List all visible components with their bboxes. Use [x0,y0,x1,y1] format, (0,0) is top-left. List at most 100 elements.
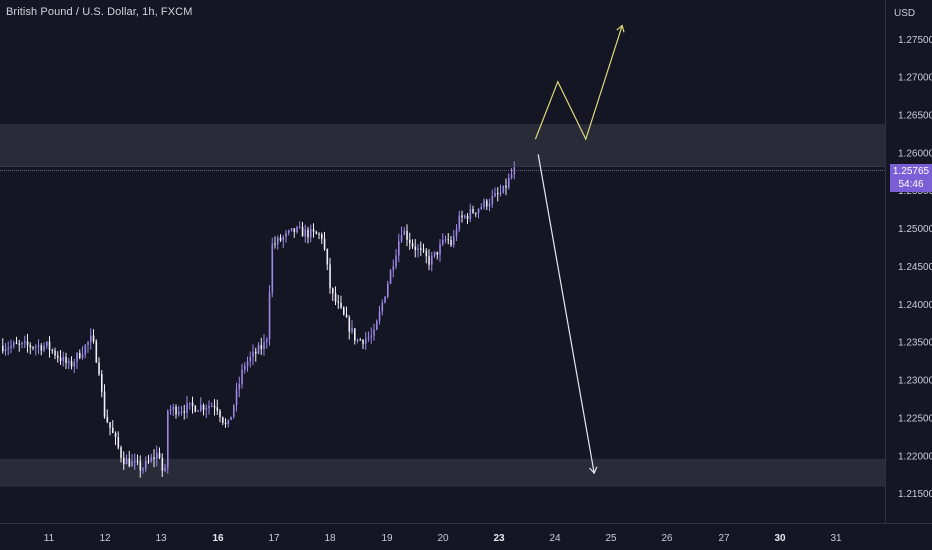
candle-body [398,241,400,256]
candle-body [271,243,274,293]
y-tick-label: 1.27000 [898,73,932,84]
candle-body [257,345,260,354]
candle-body [315,231,318,234]
candle-body [288,230,290,233]
candle-body [299,227,301,229]
candle-body [54,350,56,356]
candle-body [70,361,73,367]
candle-body [90,335,92,343]
candle-body [84,345,87,355]
candle-body [510,174,513,178]
candle-body [131,461,133,467]
candle-body [233,405,235,417]
candle-body [508,177,510,188]
candle-body [216,407,219,411]
candle-body [46,341,48,346]
candle-body [24,341,26,343]
candle-body [389,270,392,284]
bearish-arrowhead [589,466,598,475]
candle-body [431,255,433,265]
currency-label: USD [894,8,915,19]
y-tick-label: 1.24500 [898,262,932,273]
y-tick-label: 1.22000 [898,451,932,462]
candle-body [425,250,428,257]
candle-body [164,468,166,471]
candle-body [103,391,106,417]
candle-body [447,239,450,241]
candle-body [277,237,279,244]
candle-body [197,410,199,412]
candle-body [81,354,84,358]
candle-body [128,458,131,467]
x-tick-label: 30 [774,533,786,544]
candle-body [332,288,334,294]
candle-body [400,234,403,242]
y-tick-label: 1.26000 [898,148,932,159]
x-tick-label: 16 [212,533,224,544]
candle-body [189,402,191,404]
candle-body [200,405,202,411]
candle-body [194,406,197,412]
candle-body [112,427,114,433]
y-tick-label: 1.24000 [898,300,932,311]
candle-body [139,461,142,471]
candle-body [109,422,111,428]
bullish-arrowhead [616,24,625,33]
candle-body [279,237,282,241]
candle-body [469,209,472,219]
candle-body [13,342,15,346]
candle-body [183,411,186,413]
x-tick-label: 19 [381,533,393,544]
y-tick-label: 1.23000 [898,376,932,387]
candle-body [205,408,208,410]
x-tick-label: 25 [605,533,617,544]
candle-body [480,206,483,210]
candle-body [365,338,367,344]
candle-body [268,292,271,340]
candle-body [285,232,287,238]
candle-body [293,228,296,233]
candle-body [219,410,221,418]
candle-body [406,230,408,240]
candle-body [334,293,337,302]
candle-body [43,345,45,351]
x-tick-label: 23 [493,533,505,544]
y-tick-label: 1.22500 [898,413,932,424]
candle-body [213,405,216,408]
candle-body [238,383,241,390]
candle-body [502,185,505,193]
candle-body [191,402,194,407]
candle-body [378,311,381,321]
candle-body [323,238,326,249]
candle-body [147,461,150,463]
candle-body [167,410,169,469]
x-tick-label: 31 [830,533,842,544]
candle-body [417,248,419,251]
candle-body [87,342,89,346]
resistance-zone [0,124,885,167]
candle-body [384,296,386,303]
last-price-badge: 1.25765 54:46 [890,164,932,192]
x-tick-label: 18 [324,533,336,544]
x-tick-label: 26 [661,533,673,544]
candle-body [359,339,362,341]
candle-body [57,355,59,358]
candle-body [373,329,375,336]
candle-body [156,452,158,459]
candle-body [98,362,100,375]
candle-body [123,457,125,465]
y-tick-label: 1.27500 [898,35,932,46]
x-tick-label: 24 [549,533,561,544]
candle-body [263,342,265,350]
candle-body [161,458,164,471]
candle-body [354,328,356,341]
candle-body [230,416,232,421]
support-zone [0,458,885,487]
candle-body [433,251,436,256]
candle-body [420,248,422,250]
candle-body [455,229,458,237]
candle-body [125,458,128,465]
candle-body [95,341,98,363]
